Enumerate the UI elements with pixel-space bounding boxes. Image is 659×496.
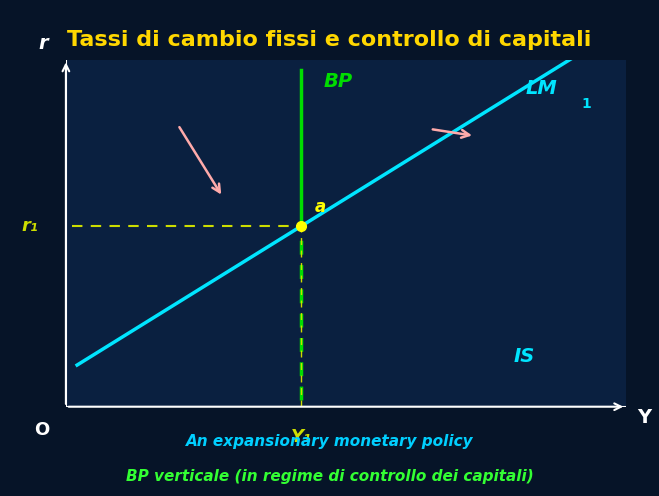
Text: BP verticale (in regime di controllo dei capitali): BP verticale (in regime di controllo dei…	[126, 469, 533, 484]
Text: Y: Y	[637, 408, 651, 427]
Text: 1: 1	[581, 97, 591, 111]
Text: O: O	[34, 421, 49, 438]
Text: Y₁: Y₁	[291, 428, 312, 445]
Text: Tassi di cambio fissi e controllo di capitali: Tassi di cambio fissi e controllo di cap…	[67, 30, 592, 50]
Text: r: r	[39, 34, 48, 53]
Text: a: a	[315, 198, 326, 216]
Text: An expansionary monetary policy: An expansionary monetary policy	[186, 434, 473, 449]
Text: LM: LM	[525, 79, 557, 98]
Text: IS: IS	[514, 347, 535, 366]
Text: r₁: r₁	[21, 217, 38, 235]
Text: BP: BP	[324, 72, 353, 91]
